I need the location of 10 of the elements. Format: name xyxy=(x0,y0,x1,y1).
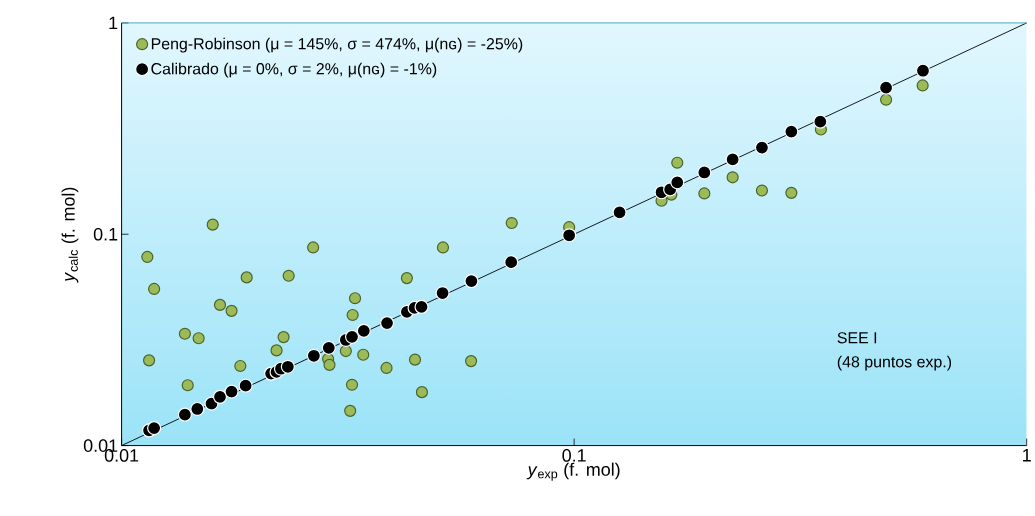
x-axis-title: y$_{exp}$ (f. mol) xyxy=(526,462,620,481)
y-tick-label: 0.1 xyxy=(93,227,118,241)
annotation: SEE I xyxy=(837,331,877,344)
legend-label: Peng-Robinson (μ = 145%, σ = 474%, μ(nɢ) = -25%) xyxy=(151,37,523,53)
legend-label: Calibrado (μ = 0%, σ = 2%, μ(nɢ) = -1%) xyxy=(151,62,437,78)
y-axis-title: y$_{calc}$ (f. mol) xyxy=(61,187,79,283)
x-tick-label: 1 xyxy=(1023,448,1031,462)
annotation: (48 puntos exp.) xyxy=(837,355,952,371)
x-tick-label: 0.1 xyxy=(562,448,586,462)
y-tick-label: 1 xyxy=(109,16,118,29)
